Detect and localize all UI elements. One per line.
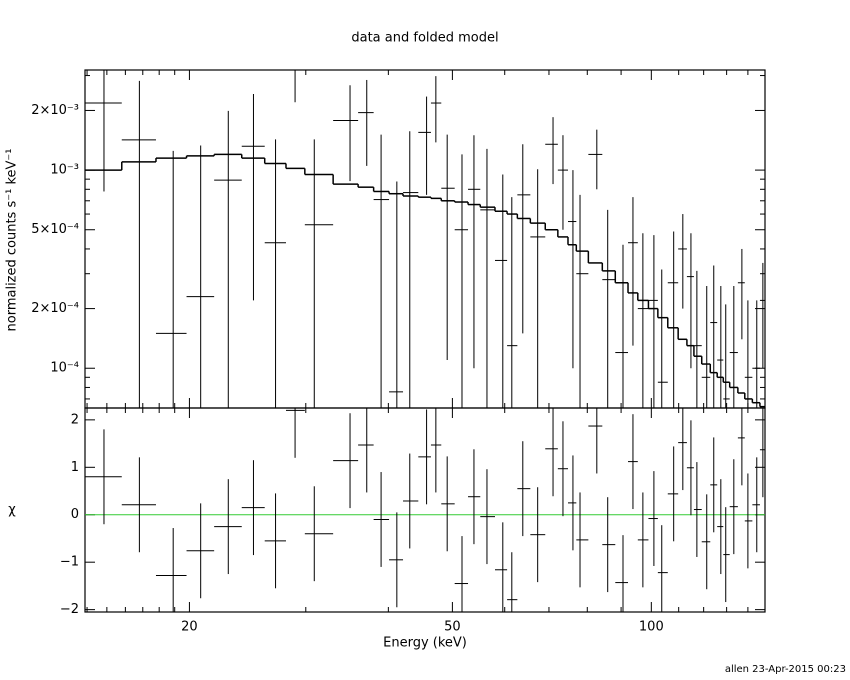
plot-frame: [84, 69, 766, 409]
y-tick-label: 1: [71, 460, 79, 475]
y-tick-label: 0: [71, 507, 79, 522]
y-tick-label: −2: [60, 602, 79, 617]
y-tick-label: 2: [71, 412, 79, 427]
x-tick-label: 50: [444, 620, 461, 635]
y-tick-label: 2×10⁻⁴: [31, 301, 79, 316]
footer: allen 23-Apr-2015 00:23: [725, 664, 846, 675]
x-tick-label: 20: [181, 620, 198, 635]
y-tick-label: 10⁻³: [50, 163, 79, 178]
y-axis-label: normalized counts s⁻¹ keV⁻¹: [5, 149, 20, 332]
y-tick-label: 2×10⁻³: [31, 103, 79, 118]
y-tick-label: 10⁻⁴: [50, 361, 79, 376]
y-axis-label: χ: [8, 503, 16, 518]
chart-title: data and folded model: [351, 31, 498, 46]
y-tick-label: −1: [60, 555, 79, 570]
x-tick-label: 100: [639, 620, 664, 635]
x-axis-label: Energy (keV): [383, 636, 467, 651]
y-tick-label: 5×10⁻⁴: [31, 222, 79, 237]
plot-frame: [84, 407, 766, 613]
